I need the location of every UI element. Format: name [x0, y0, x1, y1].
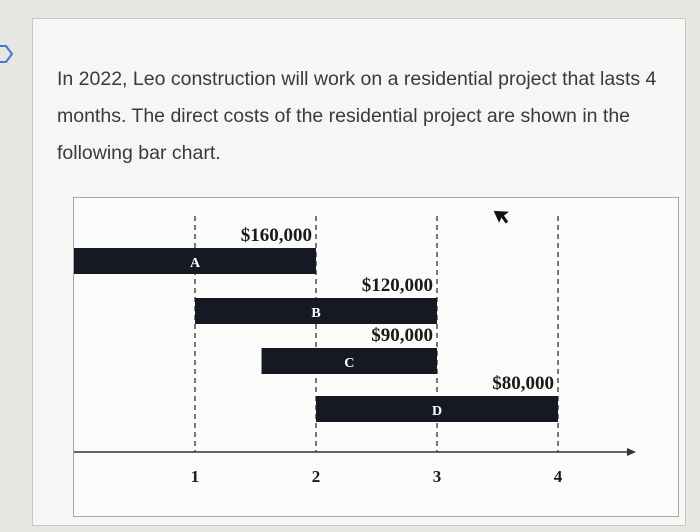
x-axis-arrow	[627, 448, 636, 456]
cost-label-B: $120,000	[362, 275, 433, 296]
bar-label-B: B	[311, 306, 320, 321]
bar-A	[74, 248, 316, 274]
gantt-chart-svg: 1 2 3 4 A $160,000 B $120,000 C $90,000 D $80,000	[74, 216, 636, 486]
tick-label-4: 4	[554, 467, 563, 486]
bar-D	[316, 396, 558, 422]
bar-label-A: A	[190, 256, 201, 271]
bar-label-D: D	[432, 404, 442, 419]
question-text: In 2022, Leo construction will work on a…	[57, 68, 657, 164]
nav-arrow-icon[interactable]	[0, 44, 14, 64]
question-card: In 2022, Leo construction will work on a…	[32, 18, 686, 526]
bar-B	[195, 298, 437, 324]
bar-C	[261, 348, 437, 374]
gantt-chart: 1 2 3 4 A $160,000 B $120,000 C $90,000 D $80,000	[73, 197, 679, 517]
cost-label-D: $80,000	[492, 373, 554, 394]
tick-label-3: 3	[433, 467, 442, 486]
cost-label-C: $90,000	[371, 325, 433, 346]
tick-label-2: 2	[312, 467, 321, 486]
tick-label-1: 1	[191, 467, 200, 486]
mouse-cursor-icon	[494, 210, 509, 224]
bar-label-C: C	[344, 356, 354, 371]
cost-label-A: $160,000	[241, 225, 312, 246]
